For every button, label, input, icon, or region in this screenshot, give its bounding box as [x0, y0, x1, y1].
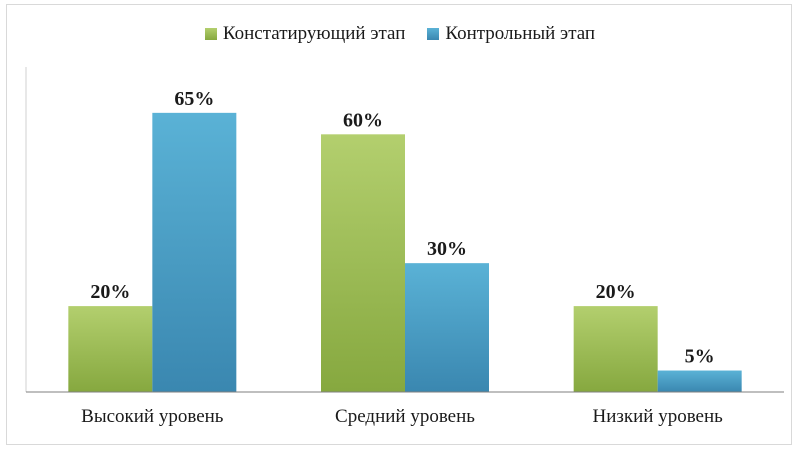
category-label-1: Высокий уровень — [81, 406, 224, 427]
legend-swatch-series-1 — [204, 28, 217, 40]
legend-swatch-series-2 — [427, 28, 440, 40]
legend-label-series-2: Контрольный этап — [445, 23, 596, 44]
bar-1-2 — [321, 134, 405, 393]
bar-2-1 — [152, 112, 237, 393]
plot-area: 20% 65% Высокий уровень 60% 30% Средний урове… — [25, 67, 784, 427]
legend-item-series-2: Контрольный этап — [427, 23, 595, 45]
data-label-1-3: 20% — [596, 281, 636, 303]
category-label-3: Низкий уровень — [592, 406, 723, 427]
data-label-1-1: 20% — [90, 281, 130, 303]
category-label-2: Средний уровень — [335, 406, 475, 427]
bar-1-1 — [68, 306, 153, 392]
data-label-2-3: 5% — [685, 346, 715, 368]
bar-2-3 — [657, 370, 742, 392]
bar-2-2 — [405, 263, 489, 392]
bar-1-3 — [573, 306, 658, 392]
data-label-2-1: 65% — [174, 88, 214, 110]
legend-label-series-1: Констатирующий этап — [222, 23, 406, 44]
chart-legend: Констатирующий этап Контрольный этап — [0, 22, 800, 46]
data-label-1-2: 60% — [343, 109, 383, 131]
legend-item-series-1: Констатирующий этап — [204, 23, 406, 45]
data-label-2-2: 30% — [427, 238, 467, 260]
